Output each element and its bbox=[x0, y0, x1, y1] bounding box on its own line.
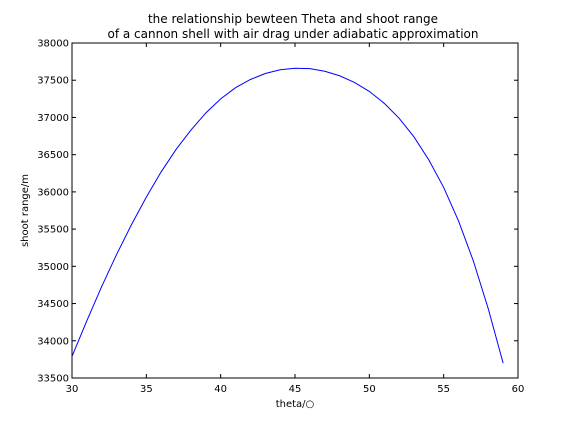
y-tick-label: 35000 bbox=[37, 262, 69, 273]
y-tick-label: 37500 bbox=[37, 76, 69, 87]
chart-title-line-2: of a cannon shell with air drag under ad… bbox=[108, 27, 479, 41]
y-tick-label: 34000 bbox=[37, 336, 69, 347]
chart-title-line-1: the relationship bewteen Theta and shoot… bbox=[148, 12, 438, 26]
x-tick-label: 35 bbox=[140, 384, 153, 395]
y-axis-ticks: 33500 34000 34500 35000 35500 36000 36500 37000… bbox=[37, 39, 518, 385]
y-tick-label: 33500 bbox=[37, 374, 69, 385]
y-tick-label: 35500 bbox=[37, 225, 69, 236]
x-tick-label: 40 bbox=[214, 384, 227, 395]
y-axis-label: shoot range/m bbox=[20, 174, 31, 247]
y-tick-label: 36500 bbox=[37, 150, 69, 161]
x-tick-label: 30 bbox=[66, 384, 79, 395]
y-tick-label: 38000 bbox=[37, 39, 69, 50]
y-tick-label: 36000 bbox=[37, 187, 69, 198]
x-axis-label: theta/○ bbox=[276, 399, 315, 410]
x-axis-ticks: 30 35 40 45 50 55 60 bbox=[66, 43, 525, 395]
x-tick-label: 55 bbox=[437, 384, 450, 395]
y-tick-label: 34500 bbox=[37, 299, 69, 310]
x-tick-label: 50 bbox=[363, 384, 376, 395]
x-tick-label: 60 bbox=[512, 384, 525, 395]
series-line bbox=[71, 67, 504, 364]
x-tick-label: 45 bbox=[289, 384, 302, 395]
y-tick-label: 37000 bbox=[37, 113, 69, 124]
